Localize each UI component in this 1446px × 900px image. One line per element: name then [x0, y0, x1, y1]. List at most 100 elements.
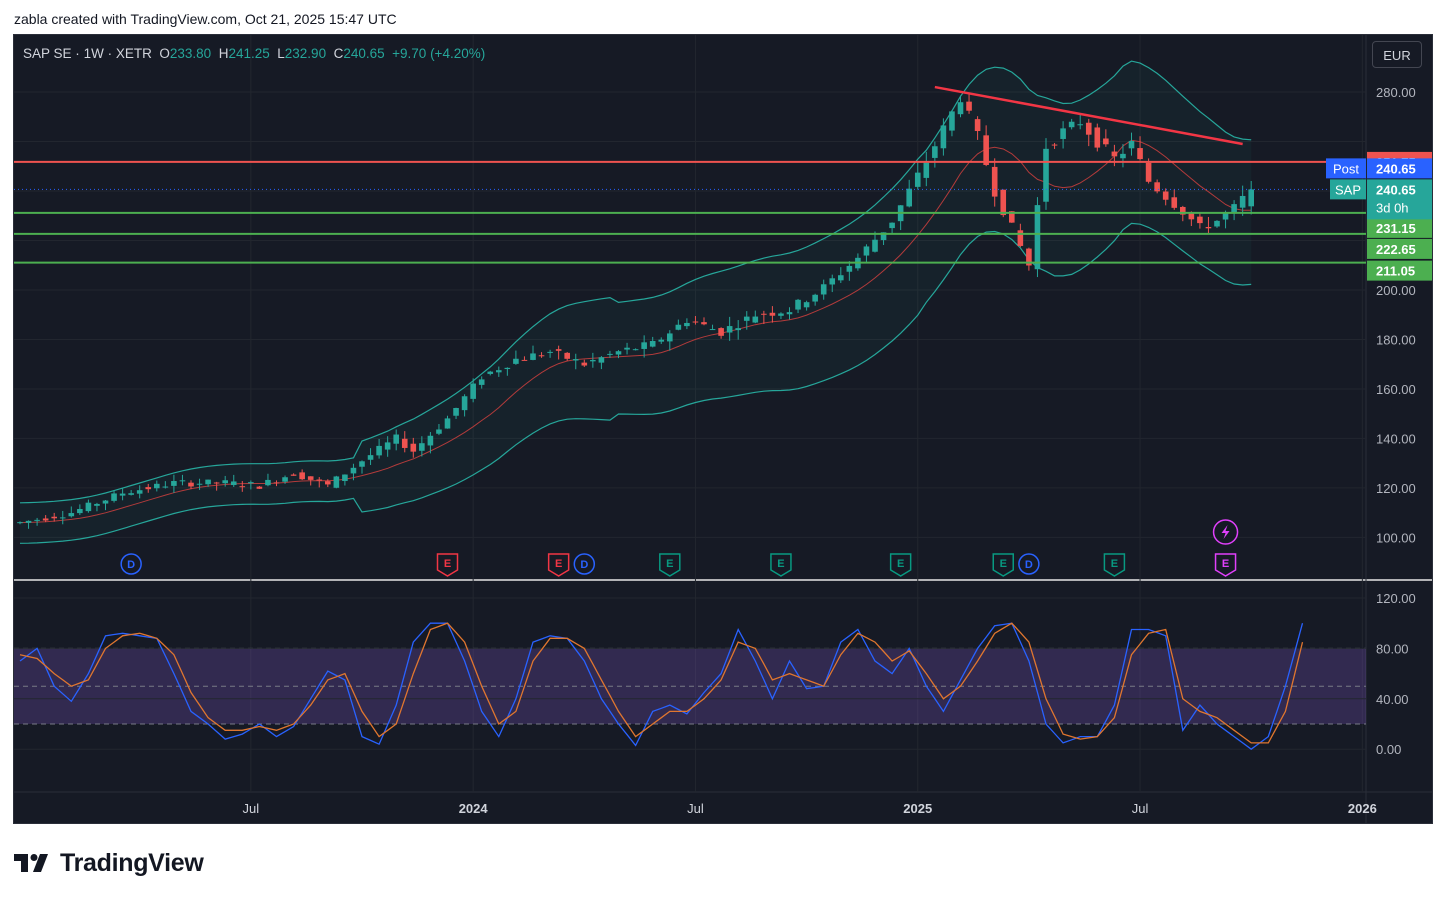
low-value: 232.90 [284, 46, 327, 61]
chart-frame[interactable]: 100.00 120.00 140.00 160.00 180.00 200.00 280.… [13, 34, 1433, 824]
candle-body [222, 480, 228, 484]
earnings-marker[interactable]: E [1214, 553, 1237, 577]
high-value: 241.25 [228, 46, 270, 61]
candle-body [530, 353, 536, 360]
earnings-icon[interactable] [889, 553, 912, 577]
candle-body [803, 302, 810, 308]
candle-body [196, 483, 203, 485]
candle-body [555, 349, 562, 351]
earnings-marker[interactable]: E [992, 553, 1014, 577]
candle-body [68, 513, 75, 517]
symbol-interval: 1W [83, 46, 104, 61]
osc-tick-label: 40.00 [1376, 692, 1409, 707]
candle-body [496, 370, 502, 373]
change-value: +9.70 (+4.20%) [392, 46, 486, 61]
candle-body [632, 349, 639, 351]
chart-header-credit: zabla created with TradingView.com, Oct … [14, 11, 397, 27]
dividend-icon[interactable] [1018, 553, 1040, 575]
candle-body [162, 486, 169, 488]
earnings-letter: E [1000, 558, 1007, 570]
earnings-letter: E [777, 558, 784, 570]
dividend-marker[interactable]: D [573, 553, 596, 575]
earnings-marker[interactable]: E [889, 553, 912, 577]
candle-body [1171, 197, 1178, 208]
candle-body [119, 493, 126, 496]
tradingview-logo[interactable]: TradingView [14, 848, 204, 878]
candle-body [333, 476, 340, 488]
y-tick-label: 100.00 [1376, 530, 1416, 545]
currency-button[interactable]: EUR [1372, 41, 1422, 68]
candle-body [410, 443, 417, 452]
candle-body [1248, 189, 1254, 207]
candle-body [923, 162, 930, 178]
candle-body [735, 328, 741, 331]
earnings-icon[interactable] [1103, 553, 1126, 577]
earnings-marker[interactable]: E [770, 553, 792, 577]
candle-body [513, 358, 519, 364]
candle-body [1009, 211, 1015, 223]
candle-body [427, 435, 434, 446]
candle-body [154, 483, 160, 489]
last-price-bg [1367, 179, 1432, 220]
earnings-icon[interactable] [992, 553, 1014, 577]
earnings-marker[interactable]: E [659, 553, 681, 577]
candle-body [1197, 216, 1203, 224]
earnings-icon[interactable] [436, 553, 459, 577]
bollinger-fill [20, 61, 1252, 544]
dividend-letter: D [580, 559, 588, 571]
candle-body [239, 486, 246, 488]
candle-body [1094, 127, 1101, 148]
post-tag: Post [1333, 161, 1359, 176]
earnings-letter: E [666, 558, 673, 570]
candles-group [17, 93, 1254, 529]
trendline[interactable] [934, 85, 1243, 146]
symbol-legend[interactable]: SAP SE · 1W · XETR O233.80 H241.25 L232.… [23, 46, 485, 61]
close-label: C [333, 46, 344, 61]
candle-body [914, 172, 921, 187]
candle-body [906, 188, 912, 207]
candle-body [607, 353, 613, 355]
dividend-icon[interactable] [120, 553, 142, 575]
candle-body [367, 455, 374, 460]
candle-body [145, 487, 152, 490]
candle-body [872, 239, 878, 252]
price-chart[interactable]: 100.00 120.00 140.00 160.00 180.00 200.00 280.… [14, 35, 1433, 824]
earnings-marker[interactable]: E [1103, 553, 1126, 577]
earnings-marker[interactable]: E [436, 553, 459, 577]
candle-body [25, 520, 32, 523]
candle-body [726, 326, 733, 333]
high-label: H [218, 46, 229, 61]
candle-body [1068, 121, 1075, 128]
candle-body [949, 111, 955, 131]
earnings-letter: E [1111, 558, 1118, 570]
osc-tick-label: 80.00 [1376, 641, 1409, 656]
candle-body [991, 166, 998, 197]
brand-name: TradingView [60, 848, 204, 877]
candle-body [966, 101, 972, 111]
dividend-marker[interactable]: D [1018, 553, 1040, 575]
candle-body [1205, 226, 1212, 229]
earnings-icon[interactable] [770, 553, 792, 577]
earnings-icon[interactable] [1214, 553, 1237, 577]
candle-body [940, 125, 947, 149]
candle-body [77, 509, 83, 514]
candle-body [1231, 204, 1237, 213]
candle-body [179, 480, 186, 482]
y-tick-label: 140.00 [1376, 431, 1416, 446]
candle-body [419, 443, 425, 451]
sap-tag: SAP [1335, 182, 1361, 197]
earnings-icon[interactable] [547, 553, 570, 577]
candle-body [325, 481, 331, 485]
candle-body [684, 322, 690, 327]
last-price-label: 240.65 [1376, 182, 1416, 197]
dividend-icon[interactable] [573, 553, 596, 575]
level-label-231: 231.15 [1376, 221, 1416, 236]
earnings-marker[interactable]: E [547, 553, 570, 577]
earnings-letter: E [444, 558, 451, 570]
symbol-name: SAP SE [23, 46, 72, 61]
candle-body [624, 347, 630, 350]
earnings-icon[interactable] [659, 553, 681, 577]
candle-body [1043, 148, 1049, 202]
dividend-marker[interactable]: D [120, 553, 142, 575]
level-label-222-bg [1367, 238, 1432, 259]
